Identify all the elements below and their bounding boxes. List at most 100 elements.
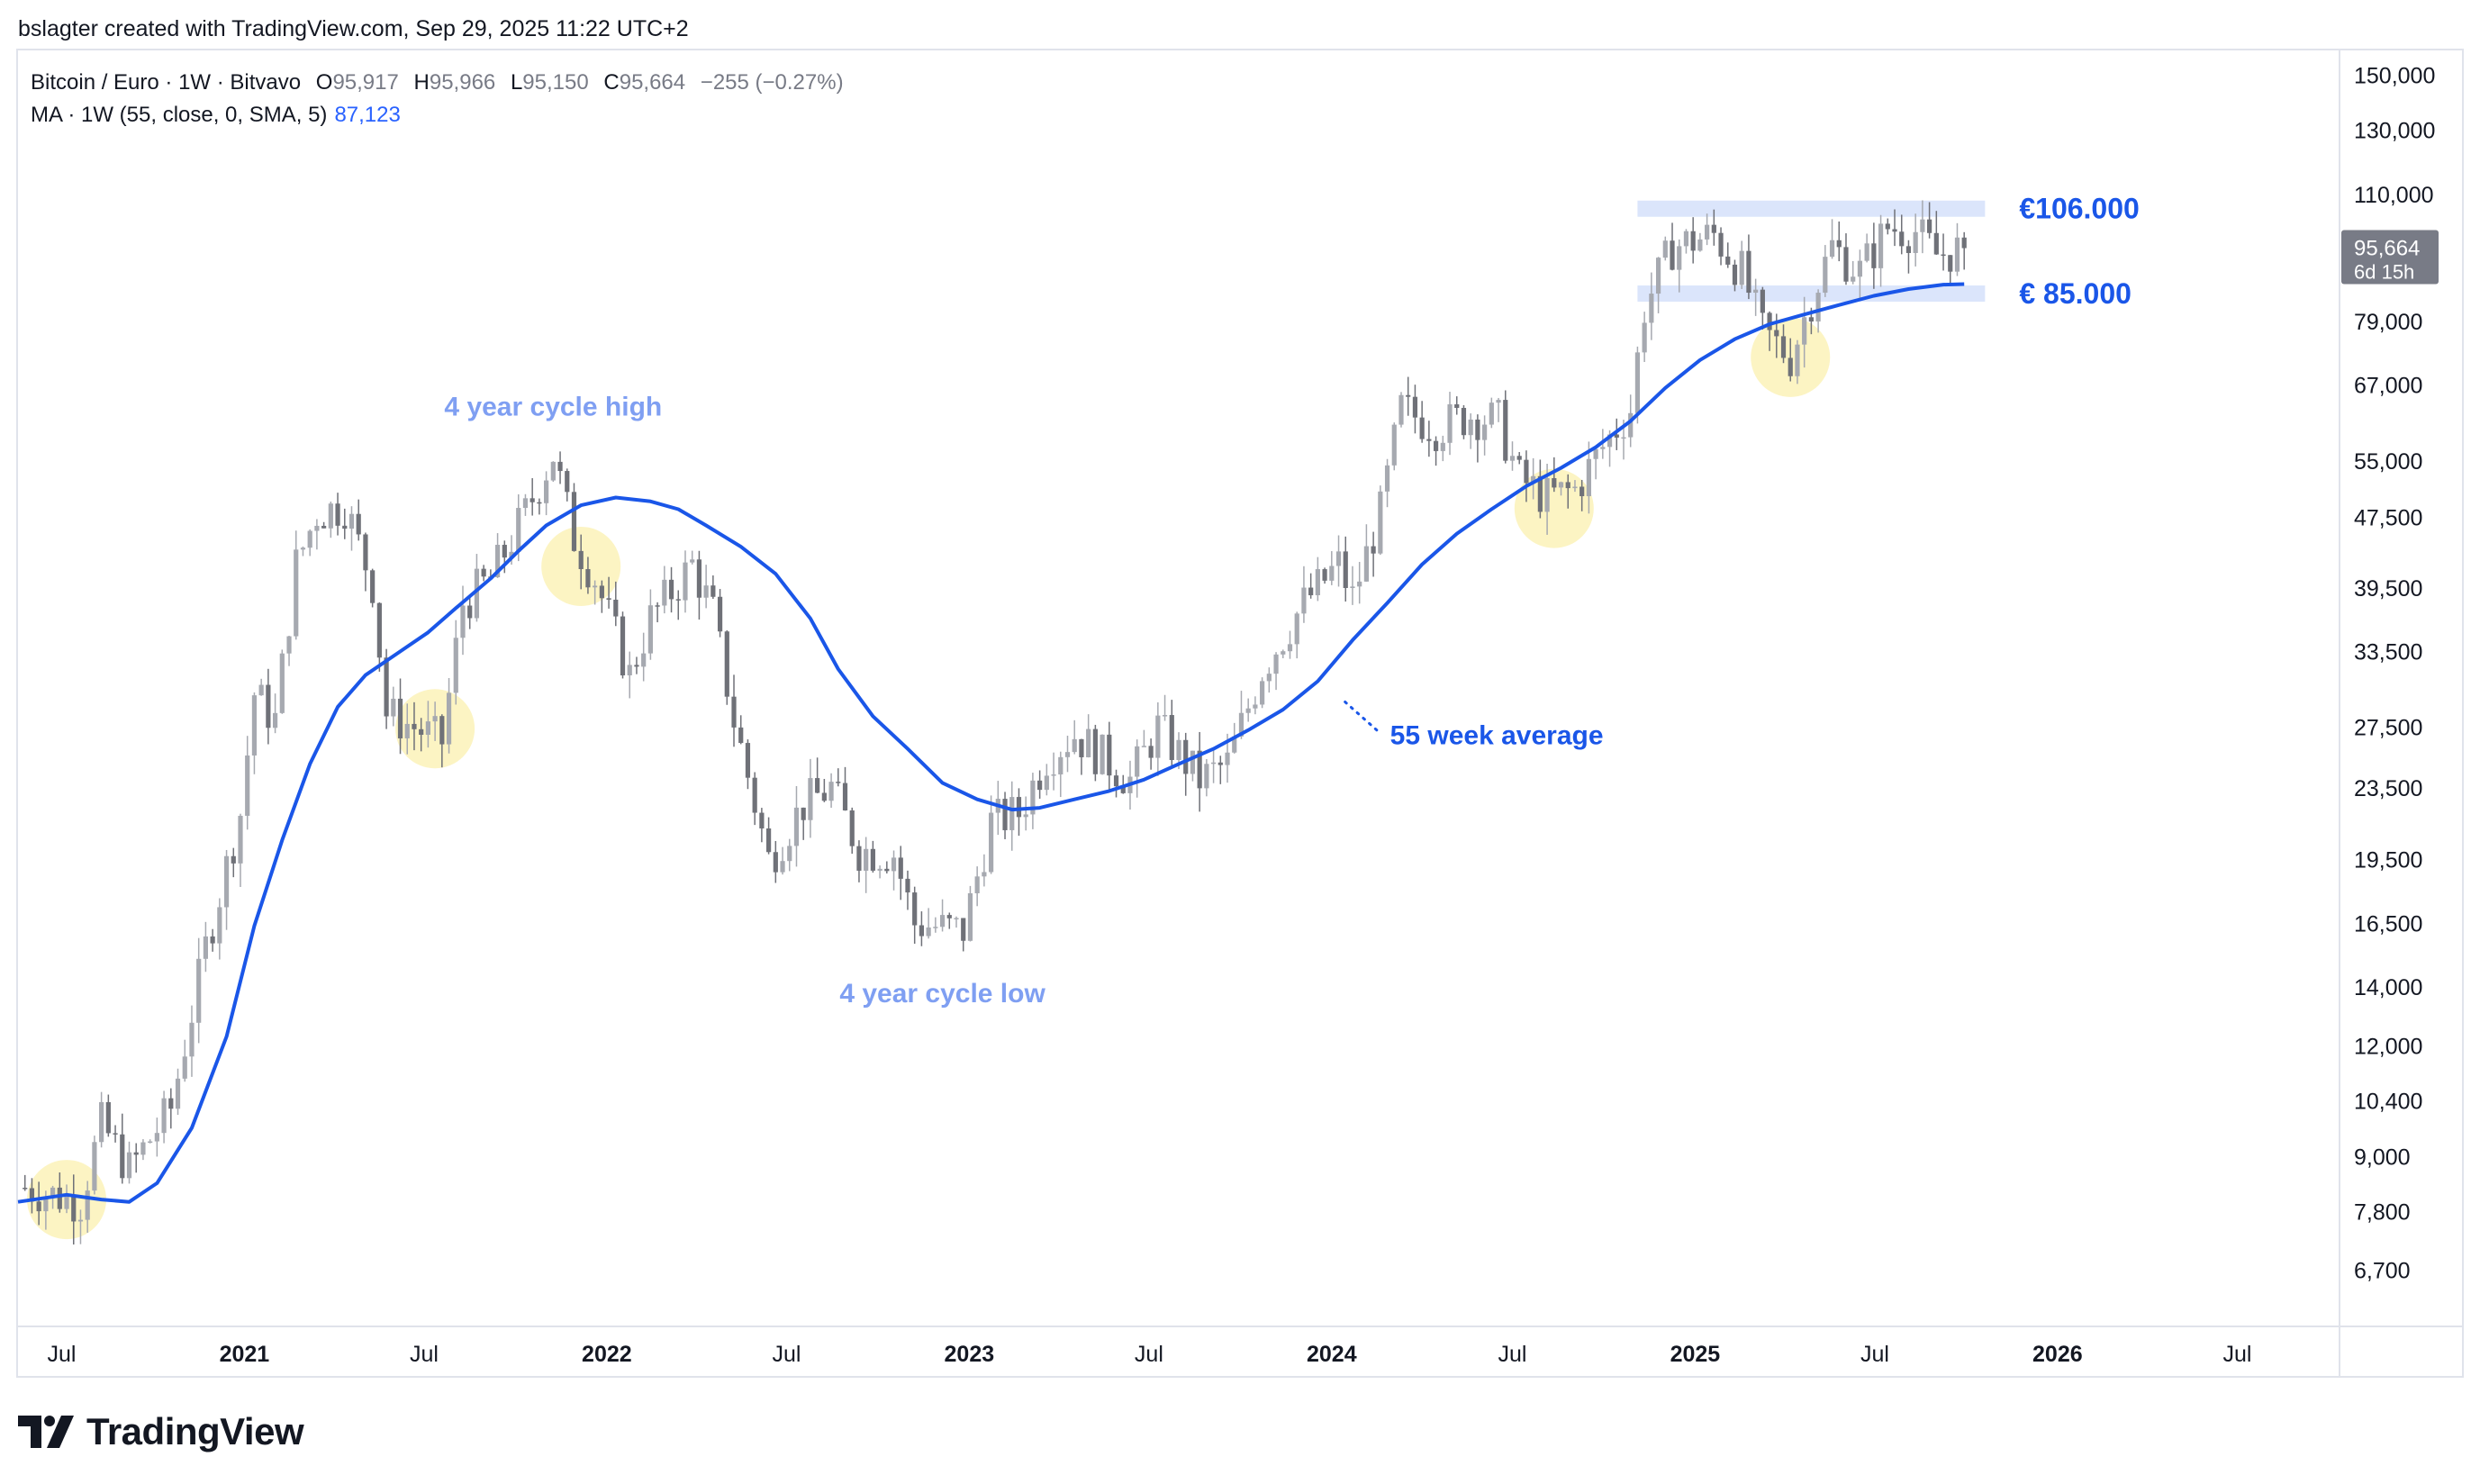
price-tick-label: 110,000 xyxy=(2354,183,2434,208)
candle-body xyxy=(1948,255,1953,272)
candle-body xyxy=(634,665,639,667)
candle-body xyxy=(1920,219,1925,232)
candle-body xyxy=(1815,293,1821,322)
price-tick-label: 47,500 xyxy=(2354,505,2422,530)
candle-body xyxy=(363,534,368,571)
candle-body xyxy=(1350,586,1355,588)
annotation-text: 55 week average xyxy=(1390,721,1604,751)
range-band xyxy=(1637,285,1986,302)
candle-body xyxy=(1232,736,1237,753)
candle-body xyxy=(1371,546,1376,554)
candle-body xyxy=(1933,232,1939,255)
candle-body xyxy=(1398,394,1404,425)
candle-body xyxy=(1064,752,1071,757)
candle-body xyxy=(432,716,438,722)
candle-body xyxy=(1537,475,1543,512)
candle-body xyxy=(467,605,473,619)
candle-body xyxy=(627,665,632,676)
price-tick-label: 14,000 xyxy=(2354,975,2422,1000)
candle-body xyxy=(43,1197,49,1212)
price-tick-label: 79,000 xyxy=(2354,310,2422,335)
candle-body xyxy=(294,549,299,637)
candle-body xyxy=(891,857,897,872)
close-label: C xyxy=(603,70,620,95)
candle-body xyxy=(1711,224,1716,233)
candle-body xyxy=(1509,456,1516,461)
candle-body xyxy=(1419,417,1425,439)
candle-body xyxy=(1600,447,1606,449)
candle-body xyxy=(223,855,230,908)
candle-body xyxy=(1044,775,1049,791)
candle-body xyxy=(1016,797,1022,818)
support-highlight xyxy=(1514,468,1594,548)
candle-body xyxy=(1829,240,1835,258)
candle-body xyxy=(120,1134,125,1179)
candle-body xyxy=(1363,546,1370,582)
time-tick-label: Jul xyxy=(1135,1342,1163,1367)
ma-label[interactable]: MA · 1W (55, close, 0, SMA, 5) xyxy=(31,103,328,127)
candle-body xyxy=(647,605,653,654)
candle-body xyxy=(1183,739,1189,774)
candle-body xyxy=(328,503,333,529)
candle-body xyxy=(71,1195,77,1222)
candle-body xyxy=(1086,728,1091,757)
candle-body xyxy=(544,480,549,503)
range-bands: €106.000 € 85.000 xyxy=(1637,193,2140,310)
time-tick-label: Jul xyxy=(48,1342,77,1367)
candle-body xyxy=(641,653,647,667)
price-tick-label: 55,000 xyxy=(2354,449,2422,475)
candle-body xyxy=(1760,289,1765,313)
candle-body xyxy=(1468,419,1473,436)
high-label: H xyxy=(413,70,430,95)
candle-body xyxy=(1565,482,1570,489)
candle-body xyxy=(1072,738,1077,753)
candle-body xyxy=(1384,465,1390,492)
candle-body xyxy=(1843,247,1849,282)
time-tick-label: 2021 xyxy=(220,1342,270,1367)
symbol-label[interactable]: Bitcoin / Euro · 1W · Bitvavo xyxy=(31,70,302,95)
time-tick-label: 2026 xyxy=(2032,1342,2083,1367)
candle-body xyxy=(286,636,292,654)
candle-body xyxy=(1092,728,1098,774)
candle-body xyxy=(1941,254,1946,257)
candle-body xyxy=(1774,330,1779,337)
time-axis[interactable]: Jul 2021 Jul 2022 Jul 2023 Jul 2024 Jul 2025 Jul 20… xyxy=(16,1326,2464,1367)
candle-body xyxy=(1245,708,1251,713)
legend-ma-row: MA · 1W (55, close, 0, SMA, 5) 87,123 xyxy=(31,99,844,131)
candle-body xyxy=(1871,243,1877,268)
candle-body xyxy=(745,743,751,778)
candle-body xyxy=(105,1101,111,1134)
tradingview-logo[interactable]: TradingView xyxy=(18,1410,304,1453)
candle-body xyxy=(1287,644,1293,652)
open-value: 95,917 xyxy=(332,70,399,95)
price-axis[interactable]: 150,000 130,000 110,000 79,000 67,000 55,000 4… xyxy=(2339,50,2435,1376)
candle-body xyxy=(210,936,215,944)
candle-body xyxy=(898,857,903,879)
candle-body xyxy=(1649,294,1654,323)
candle-body xyxy=(446,692,452,745)
candle-body xyxy=(1294,613,1299,645)
price-tick-label: 6,700 xyxy=(2354,1258,2411,1283)
candle-body xyxy=(348,513,355,529)
candle-body xyxy=(1454,403,1460,408)
price-tick-label: 67,000 xyxy=(2354,374,2422,399)
candle-body xyxy=(1739,250,1744,285)
candle-body xyxy=(1857,260,1863,277)
candle-body xyxy=(599,585,604,599)
candle-body xyxy=(1558,482,1564,488)
candle-body xyxy=(279,653,285,713)
candle-body xyxy=(238,815,243,864)
candle-body xyxy=(1795,344,1800,376)
time-tick-label: 2025 xyxy=(1670,1342,1721,1367)
candle-body xyxy=(1120,786,1126,793)
candle-body xyxy=(1851,276,1856,282)
candle-body xyxy=(1524,459,1529,484)
candle-body xyxy=(1281,651,1286,655)
price-tick-label: 10,400 xyxy=(2354,1090,2422,1115)
candle-body xyxy=(815,778,820,793)
candle-body xyxy=(1489,403,1494,425)
candle-body xyxy=(1878,223,1884,268)
candle-body xyxy=(196,958,202,1023)
low-value: 95,150 xyxy=(522,70,589,95)
